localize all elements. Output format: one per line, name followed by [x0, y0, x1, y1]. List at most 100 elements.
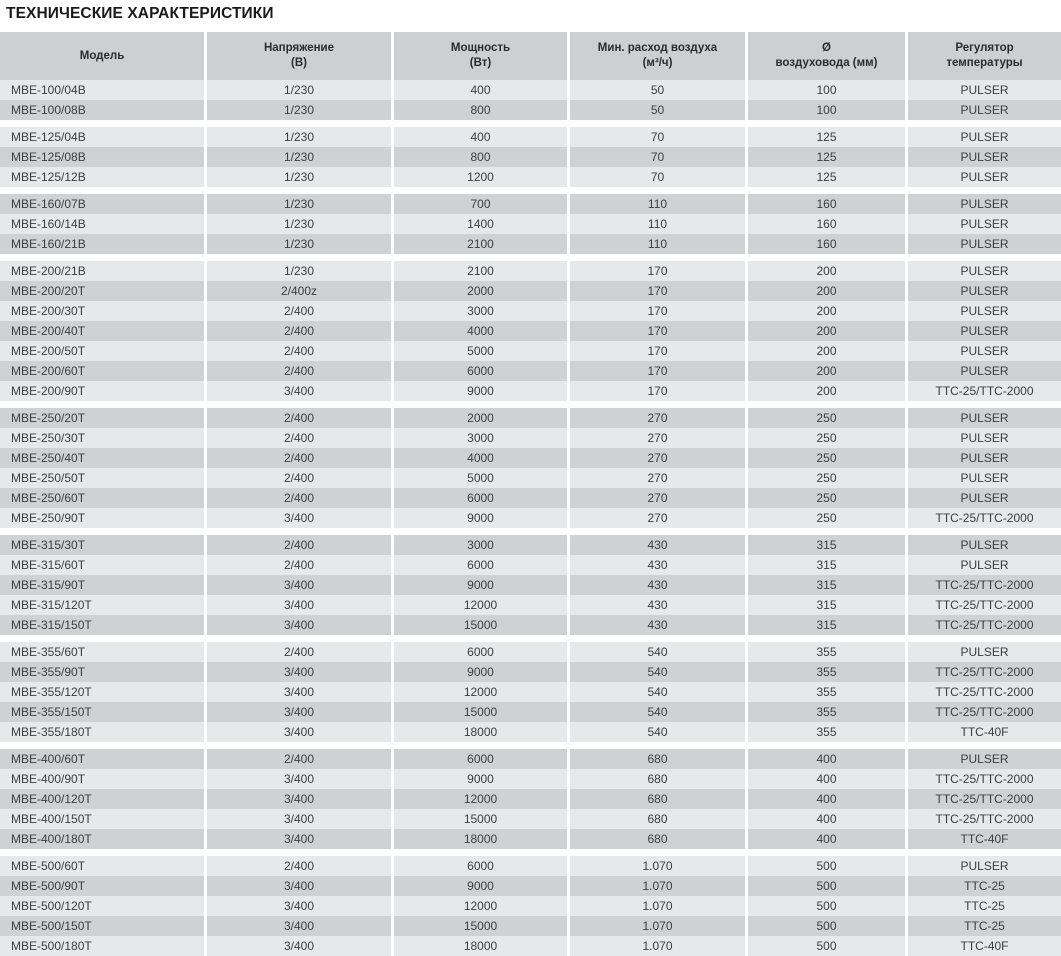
table-row[interactable]: MBE-250/30T 2/400 3000 270 250 PULSER	[0, 428, 1061, 448]
table-row[interactable]: MBE-355/90T 3/400 9000 540 355 TTC-25/TTC-200…	[0, 662, 1061, 682]
column-header-power-line2: (Вт)	[469, 57, 492, 69]
table-row[interactable]: MBE-500/120T 3/400 12000 1.070 500 TTC-25	[0, 896, 1061, 916]
table-row[interactable]: MBE-160/14B 1/230 1400 110 160 PULSER	[0, 214, 1061, 234]
cell-duct: 315	[748, 555, 905, 575]
table-row[interactable]: MBE-500/60T 2/400 6000 1.070 500 PULSER	[0, 856, 1061, 876]
cell-duct: 500	[748, 916, 905, 936]
cell-duct: 500	[748, 856, 905, 876]
table-row[interactable]: MBE-500/90T 3/400 9000 1.070 500 TTC-25	[0, 876, 1061, 896]
group-separator-cell	[0, 742, 1061, 749]
cell-power: 15000	[394, 615, 567, 635]
table-row[interactable]: MBE-200/21B 1/230 2100 170 200 PULSER	[0, 261, 1061, 281]
table-row[interactable]: MBE-400/180T 3/400 18000 680 400 TTC-40F	[0, 829, 1061, 849]
group-separator	[0, 120, 1061, 127]
table-row[interactable]: MBE-125/12B 1/230 1200 70 125 PULSER	[0, 167, 1061, 187]
cell-regulator: PULSER	[908, 361, 1061, 381]
table-row[interactable]: MBE-400/90T 3/400 9000 680 400 TTC-25/TTC-200…	[0, 769, 1061, 789]
table-row[interactable]: MBE-355/120T 3/400 12000 540 355 TTC-25/TTC-2…	[0, 682, 1061, 702]
table-row[interactable]: MBE-100/08B 1/230 800 50 100 PULSER	[0, 100, 1061, 120]
cell-regulator: PULSER	[908, 642, 1061, 662]
cell-power: 9000	[394, 508, 567, 528]
table-row[interactable]: MBE-250/90T 3/400 9000 270 250 TTC-25/TTC-200…	[0, 508, 1061, 528]
cell-airflow: 110	[570, 214, 745, 234]
cell-airflow: 70	[570, 167, 745, 187]
cell-duct: 315	[748, 615, 905, 635]
group-separator-cell	[0, 635, 1061, 642]
table-row[interactable]: MBE-200/40T 2/400 4000 170 200 PULSER	[0, 321, 1061, 341]
page-title: ТЕХНИЧЕСКИЕ ХАРАКТЕРИСТИКИ	[6, 5, 274, 22]
table-row[interactable]: MBE-315/150T 3/400 15000 430 315 TTC-25/TTC-2…	[0, 615, 1061, 635]
table-row[interactable]: MBE-355/180T 3/400 18000 540 355 TTC-40F	[0, 722, 1061, 742]
cell-duct: 250	[748, 468, 905, 488]
table-row[interactable]: MBE-200/90T 3/400 9000 170 200 TTC-25/TTC-200…	[0, 381, 1061, 401]
column-header-airflow-line1: Мин. расход воздуха	[597, 42, 718, 54]
cell-airflow: 540	[570, 702, 745, 722]
cell-power: 700	[394, 194, 567, 214]
cell-regulator: TTC-25/TTC-2000	[908, 702, 1061, 722]
table-row[interactable]: MBE-250/60T 2/400 6000 270 250 PULSER	[0, 488, 1061, 508]
table-row[interactable]: MBE-160/21B 1/230 2100 110 160 PULSER	[0, 234, 1061, 254]
table-row[interactable]: MBE-125/04B 1/230 400 70 125 PULSER	[0, 127, 1061, 147]
table-row[interactable]: MBE-200/60T 2/400 6000 170 200 PULSER	[0, 361, 1061, 381]
table-row[interactable]: MBE-400/150T 3/400 15000 680 400 TTC-25/TTC-2…	[0, 809, 1061, 829]
cell-airflow: 680	[570, 829, 745, 849]
cell-airflow: 1.070	[570, 916, 745, 936]
table-row[interactable]: MBE-250/50T 2/400 5000 270 250 PULSER	[0, 468, 1061, 488]
cell-duct: 200	[748, 281, 905, 301]
table-row[interactable]: MBE-200/50T 2/400 5000 170 200 PULSER	[0, 341, 1061, 361]
table-row[interactable]: MBE-200/30T 2/400 3000 170 200 PULSER	[0, 301, 1061, 321]
table-row[interactable]: MBE-315/90T 3/400 9000 430 315 TTC-25/TTC-200…	[0, 575, 1061, 595]
table-row[interactable]: MBE-400/60T 2/400 6000 680 400 PULSER	[0, 749, 1061, 769]
cell-regulator: TTC-25/TTC-2000	[908, 508, 1061, 528]
table-row[interactable]: MBE-100/04B 1/230 400 50 100 PULSER	[0, 80, 1061, 100]
cell-airflow: 1.070	[570, 856, 745, 876]
table-row[interactable]: MBE-355/150T 3/400 15000 540 355 TTC-25/TTC-2…	[0, 702, 1061, 722]
cell-model: MBE-125/12B	[0, 167, 204, 187]
table-row[interactable]: MBE-200/20T 2/400z 2000 170 200 PULSER	[0, 281, 1061, 301]
cell-model: MBE-200/30T	[0, 301, 204, 321]
cell-regulator: TTC-25/TTC-2000	[908, 789, 1061, 809]
cell-duct: 400	[748, 749, 905, 769]
cell-regulator: TTC-25/TTC-2000	[908, 769, 1061, 789]
column-header-regulator-line2: температуры	[946, 57, 1023, 69]
cell-duct: 125	[748, 127, 905, 147]
cell-voltage: 3/400	[207, 829, 391, 849]
table-row[interactable]: MBE-315/60T 2/400 6000 430 315 PULSER	[0, 555, 1061, 575]
cell-voltage: 2/400	[207, 341, 391, 361]
table-row[interactable]: MBE-250/20T 2/400 2000 270 250 PULSER	[0, 408, 1061, 428]
table-row[interactable]: MBE-315/120T 3/400 12000 430 315 TTC-25/TTC-2…	[0, 595, 1061, 615]
cell-regulator: PULSER	[908, 856, 1061, 876]
cell-regulator: PULSER	[908, 341, 1061, 361]
cell-voltage: 2/400	[207, 749, 391, 769]
cell-airflow: 170	[570, 301, 745, 321]
cell-airflow: 50	[570, 80, 745, 100]
table-row[interactable]: MBE-400/120T 3/400 12000 680 400 TTC-25/TTC-2…	[0, 789, 1061, 809]
cell-voltage: 2/400	[207, 301, 391, 321]
cell-power: 15000	[394, 916, 567, 936]
cell-airflow: 430	[570, 595, 745, 615]
column-header-duct: Ø воздуховода (мм)	[748, 32, 905, 80]
table-row[interactable]: MBE-250/40T 2/400 4000 270 250 PULSER	[0, 448, 1061, 468]
cell-airflow: 540	[570, 642, 745, 662]
cell-power: 15000	[394, 809, 567, 829]
cell-regulator: PULSER	[908, 100, 1061, 120]
table-row[interactable]: MBE-500/150T 3/400 15000 1.070 500 TTC-25	[0, 916, 1061, 936]
table-row[interactable]: MBE-500/180T 3/400 18000 1.070 500 TTC-40F	[0, 936, 1061, 956]
table-row[interactable]: MBE-315/30T 2/400 3000 430 315 PULSER	[0, 535, 1061, 555]
cell-model: MBE-250/60T	[0, 488, 204, 508]
cell-duct: 200	[748, 301, 905, 321]
cell-regulator: PULSER	[908, 488, 1061, 508]
table-row[interactable]: MBE-160/07B 1/230 700 110 160 PULSER	[0, 194, 1061, 214]
table-row[interactable]: MBE-355/60T 2/400 6000 540 355 PULSER	[0, 642, 1061, 662]
cell-model: MBE-160/21B	[0, 234, 204, 254]
cell-regulator: PULSER	[908, 408, 1061, 428]
cell-power: 9000	[394, 381, 567, 401]
cell-voltage: 1/230	[207, 100, 391, 120]
table-row[interactable]: MBE-125/08B 1/230 800 70 125 PULSER	[0, 147, 1061, 167]
cell-duct: 400	[748, 789, 905, 809]
cell-regulator: TTC-25/TTC-2000	[908, 809, 1061, 829]
cell-voltage: 2/400	[207, 535, 391, 555]
cell-duct: 315	[748, 575, 905, 595]
cell-model: MBE-400/150T	[0, 809, 204, 829]
cell-airflow: 270	[570, 468, 745, 488]
